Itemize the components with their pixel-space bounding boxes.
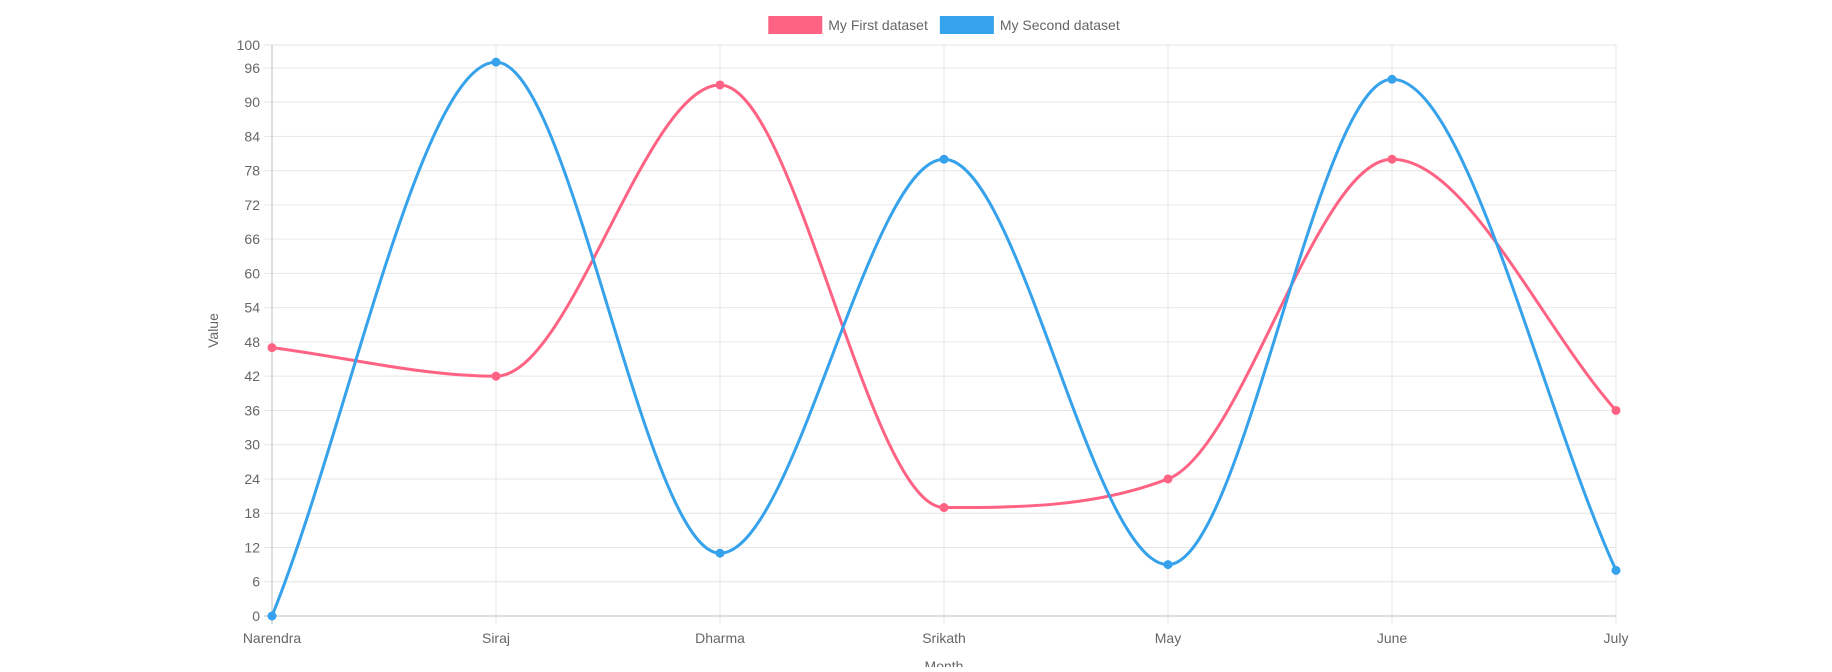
y-axis-title: Value xyxy=(205,313,221,348)
data-point[interactable] xyxy=(1611,405,1621,415)
x-tick-label: July xyxy=(1604,630,1629,646)
x-tick-label: June xyxy=(1377,630,1408,646)
x-tick-label: May xyxy=(1155,630,1181,646)
y-tick-label: 72 xyxy=(244,197,260,213)
data-point[interactable] xyxy=(715,80,725,90)
data-points xyxy=(267,57,1621,621)
y-tick-label: 0 xyxy=(252,608,260,624)
y-tick-label: 42 xyxy=(244,368,260,384)
x-tick-label: Narendra xyxy=(243,630,302,646)
y-tick-label: 6 xyxy=(252,574,260,590)
data-point[interactable] xyxy=(1387,74,1397,84)
x-axis-title: Month xyxy=(925,658,964,667)
y-tick-label: 90 xyxy=(244,94,260,110)
data-point[interactable] xyxy=(1387,154,1397,164)
y-tick-label: 100 xyxy=(237,37,261,53)
y-tick-label: 30 xyxy=(244,437,260,453)
grid xyxy=(264,44,1617,624)
legend-item-1[interactable]: My First dataset xyxy=(768,16,928,34)
data-point[interactable] xyxy=(939,503,949,513)
data-point[interactable] xyxy=(1611,565,1621,575)
x-tick-label: Srikath xyxy=(922,630,966,646)
y-tick-label: 24 xyxy=(244,471,260,487)
y-tick-label: 54 xyxy=(244,300,260,316)
y-tick-label: 84 xyxy=(244,128,260,144)
y-tick-label: 66 xyxy=(244,231,260,247)
data-point[interactable] xyxy=(939,154,949,164)
legend: My First dataset My Second dataset xyxy=(768,16,1120,34)
y-tick-label: 78 xyxy=(244,163,260,179)
legend-label: My Second dataset xyxy=(1000,17,1120,33)
y-tick-label: 60 xyxy=(244,265,260,281)
data-point[interactable] xyxy=(491,57,501,67)
legend-item-2[interactable]: My Second dataset xyxy=(939,16,1120,34)
axes: 0 6 12 18 24 30 36 42 48 54 60 66 72 78 84 90 96 100 Naren… xyxy=(237,37,1629,646)
y-tick-label: 18 xyxy=(244,505,260,521)
y-tick-label: 36 xyxy=(244,402,260,418)
x-tick-label: Dharma xyxy=(695,630,745,646)
data-point[interactable] xyxy=(491,371,501,381)
data-point[interactable] xyxy=(1163,560,1173,570)
legend-swatch xyxy=(939,16,994,34)
y-tick-label: 12 xyxy=(244,539,260,555)
legend-label: My First dataset xyxy=(828,17,928,33)
legend-swatch xyxy=(768,16,823,34)
x-tick-label: Siraj xyxy=(482,630,510,646)
data-point[interactable] xyxy=(267,343,277,353)
data-point[interactable] xyxy=(1163,474,1173,484)
data-point[interactable] xyxy=(715,548,725,558)
y-tick-label: 96 xyxy=(244,60,260,76)
y-tick-label: 48 xyxy=(244,334,260,350)
data-point[interactable] xyxy=(267,611,277,621)
